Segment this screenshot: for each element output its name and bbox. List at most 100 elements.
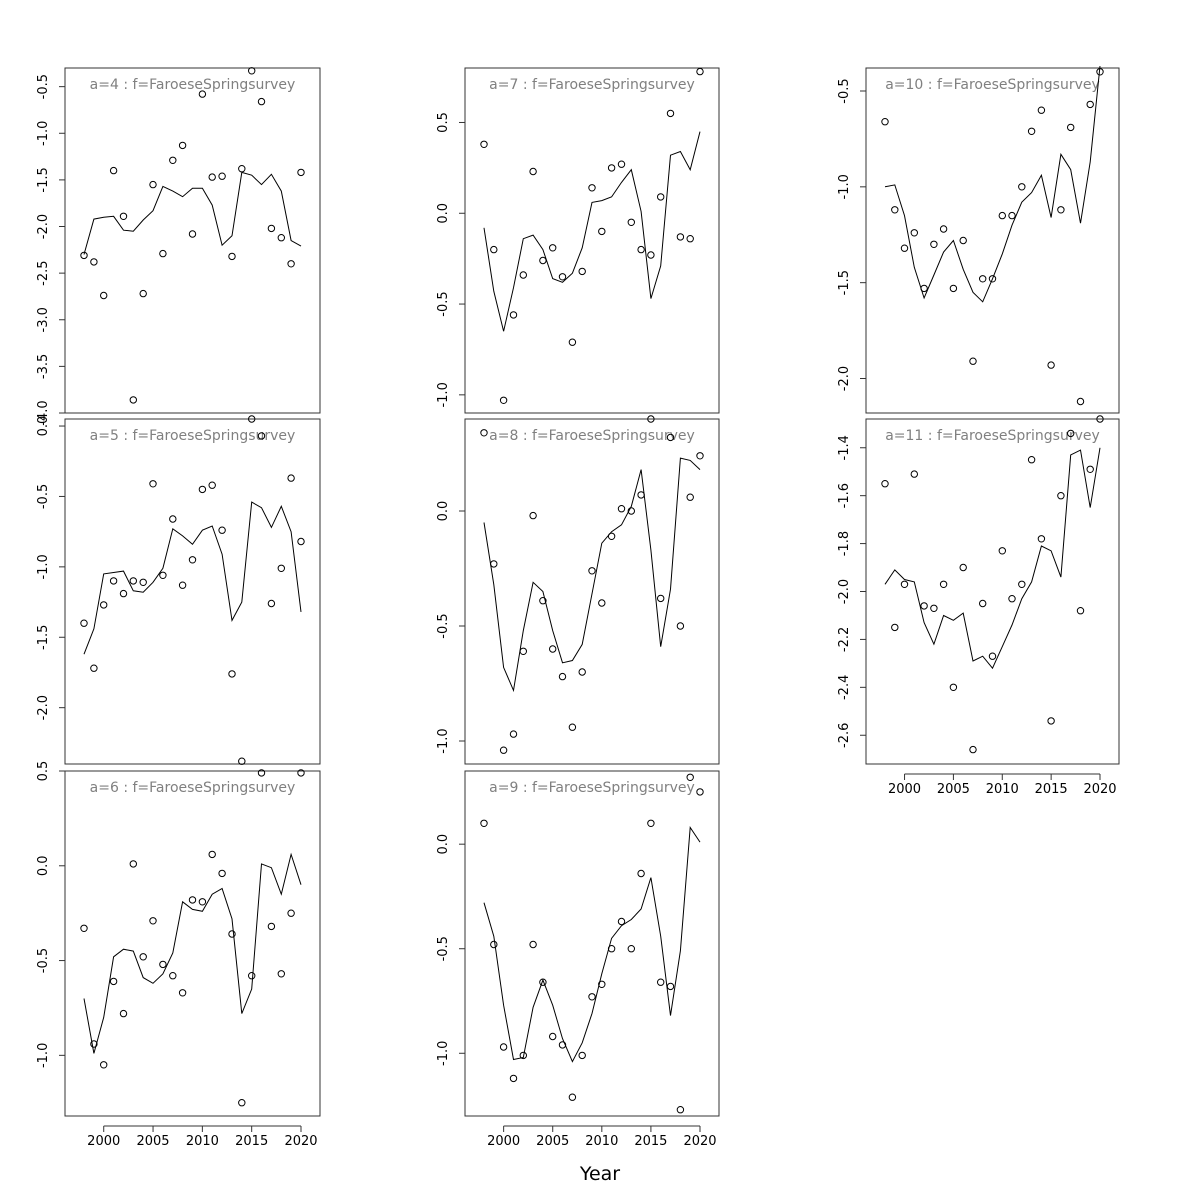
y-tick-label: -3.0: [36, 307, 51, 332]
observed-point: [959, 563, 967, 572]
observed-point: [666, 433, 675, 442]
observed-point: [568, 1093, 577, 1101]
observed-point: [558, 273, 567, 281]
y-tick-label: 0.0: [436, 203, 451, 224]
x-axis: 2000 2005 2010 2015 2020: [888, 773, 1117, 797]
y-tick-label: -1.0: [436, 382, 451, 407]
x-tick-label: 2015: [634, 1134, 667, 1149]
observed-point: [218, 526, 226, 534]
observed-point: [696, 452, 704, 460]
observed-point: [178, 989, 187, 997]
observed-point: [969, 357, 977, 365]
observed-point: [267, 599, 276, 608]
observed-point: [988, 652, 997, 660]
observed-point: [676, 233, 685, 241]
observed-point: [1086, 465, 1094, 473]
observed-point: [499, 1043, 508, 1051]
y-tick-label: -0.5: [36, 74, 51, 99]
y-tick-label: -0.5: [36, 484, 51, 509]
x-axis-label: Year: [579, 1163, 620, 1185]
x-tick-label: 2010: [186, 1134, 219, 1149]
y-tick-label: -2.0: [36, 695, 51, 720]
observed-point: [208, 850, 216, 859]
observed-point: [100, 1061, 108, 1069]
observed-point: [297, 537, 305, 546]
observed-point: [607, 164, 616, 172]
panel-7: a=10 : f=FaroeseSpringsurvey -2.0 -1.5 -1.0…: [837, 66, 1120, 414]
panel-frame: [865, 418, 1120, 765]
x-tick-label: 2005: [536, 1134, 569, 1149]
observed-point: [139, 289, 147, 298]
observed-point: [686, 493, 694, 501]
observed-point: [930, 240, 938, 249]
y-tick-label: -1.5: [36, 625, 51, 650]
y-tick-label: -2.2: [837, 627, 852, 652]
observed-point: [80, 251, 88, 260]
observed-point: [1047, 361, 1055, 369]
observed-point: [598, 980, 606, 988]
x-tick-label: 2020: [683, 1134, 716, 1149]
observed-point: [1096, 415, 1104, 423]
observed-point: [248, 972, 256, 980]
observed-point: [549, 645, 557, 653]
observed-point: [647, 819, 655, 827]
observed-point: [900, 580, 909, 588]
panel-frame: [64, 770, 321, 1117]
panel-title: a=6 : f=FaroeseSpringsurvey: [90, 780, 296, 796]
observed-point: [109, 577, 118, 585]
y-tick-label: -0.5: [436, 936, 451, 961]
y-tick-label: -0.5: [36, 948, 51, 973]
x-tick-label: 2000: [487, 1134, 520, 1149]
observed-point: [149, 180, 157, 189]
fitted-line: [884, 447, 1101, 670]
observed-point: [910, 470, 918, 478]
observed-point: [297, 769, 305, 777]
y-tick-label: 0.5: [436, 112, 451, 133]
observed-point: [119, 212, 128, 221]
observed-point: [198, 485, 207, 494]
panel-5: a=8 : f=FaroeseSpringsurvey -1.0 -0.5 0.0: [436, 415, 720, 765]
observed-point: [109, 977, 118, 986]
observed-point: [509, 1074, 518, 1083]
panel-title: a=10 : f=FaroeseSpringsurvey: [885, 77, 1100, 93]
observed-point: [568, 723, 577, 731]
observed-point: [267, 922, 276, 931]
observed-point: [617, 505, 626, 513]
observed-point: [178, 141, 187, 150]
observed-point: [588, 993, 596, 1001]
observed-point: [169, 515, 177, 523]
observed-point: [617, 917, 626, 926]
observed-point: [287, 260, 295, 268]
panel-8: a=11 : f=FaroeseSpringsurvey -2.6 -2.4 -2.2…: [837, 415, 1120, 797]
observed-point: [1076, 397, 1085, 406]
observed-point: [149, 480, 157, 488]
observed-point: [149, 917, 157, 925]
observed-point: [519, 647, 527, 655]
observed-point: [480, 429, 488, 437]
observed-point: [169, 972, 177, 980]
observed-point: [558, 672, 567, 681]
observed-point: [1047, 717, 1055, 725]
observed-point: [80, 924, 88, 932]
y-tick-label: -2.0: [36, 214, 51, 239]
panel-frame: [464, 418, 720, 765]
observed-point: [696, 788, 704, 796]
y-tick-label: -3.5: [36, 354, 51, 379]
observed-point: [100, 291, 108, 300]
observed-point: [159, 960, 167, 969]
observed-point: [539, 597, 547, 605]
panel-frame: [865, 67, 1120, 414]
observed-point: [949, 284, 958, 293]
observed-point: [578, 1051, 586, 1060]
observed-point: [109, 166, 118, 175]
observed-point: [499, 746, 508, 754]
observed-point: [1037, 106, 1046, 114]
y-tick-label: -0.5: [436, 613, 451, 638]
y-tick-label: -1.5: [36, 167, 51, 192]
y-tick-label: -4.0: [36, 400, 51, 425]
observed-point: [939, 580, 948, 588]
observed-point: [959, 236, 967, 245]
observed-point: [188, 556, 197, 564]
x-tick-label: 2010: [585, 1134, 618, 1149]
